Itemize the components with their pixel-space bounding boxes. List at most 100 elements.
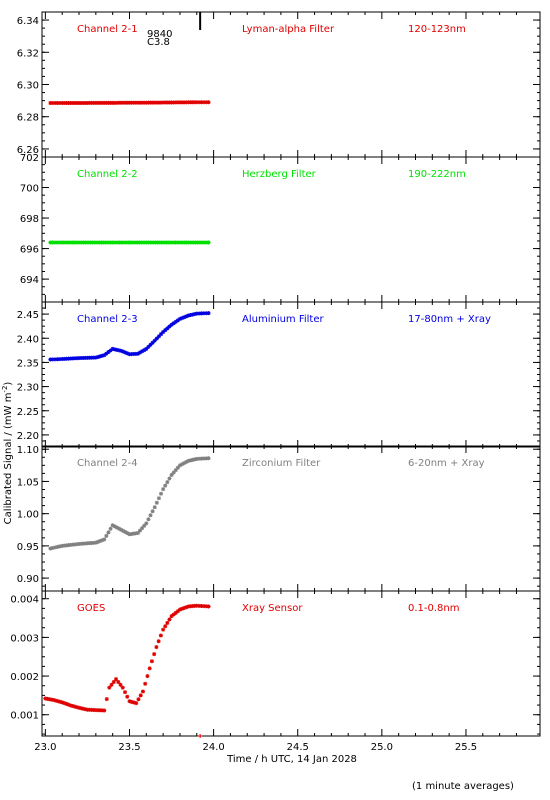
- data-point: [112, 240, 117, 245]
- data-point: [98, 354, 103, 359]
- data-point: [127, 100, 132, 105]
- flare-region-label: 9840: [147, 29, 172, 40]
- x-tick-label: 23.5: [118, 742, 140, 753]
- data-point: [161, 487, 166, 492]
- data-point: [100, 708, 105, 713]
- data-point: [148, 100, 153, 105]
- data-point: [167, 617, 172, 622]
- data-point: [146, 517, 151, 522]
- data-point: [102, 100, 107, 105]
- filter-label: Zirconium Filter: [242, 458, 321, 469]
- data-point: [148, 513, 153, 518]
- data-point: [91, 100, 96, 105]
- filter-label: Lyman-alpha Filter: [242, 24, 335, 35]
- data-point: [177, 240, 182, 245]
- data-point: [175, 240, 180, 245]
- data-point: [140, 689, 145, 694]
- data-point: [193, 240, 198, 245]
- data-point: [169, 473, 174, 477]
- data-point: [112, 524, 117, 529]
- data-point: [146, 100, 151, 105]
- data-point: [72, 240, 77, 245]
- data-point: [85, 355, 90, 360]
- data-point: [177, 607, 182, 612]
- data-point: [95, 100, 100, 105]
- data-point: [119, 348, 124, 353]
- data-point: [110, 346, 115, 351]
- y-tick-label: 1.00: [17, 510, 39, 521]
- data-point: [188, 313, 193, 318]
- data-point: [59, 240, 64, 245]
- data-point: [156, 334, 161, 339]
- filter-label: Herzberg Filter: [242, 169, 317, 180]
- y-tick-label: 702: [20, 153, 39, 164]
- data-point: [128, 240, 133, 245]
- data-point: [201, 604, 206, 609]
- x-tick-label: 23.0: [34, 742, 56, 753]
- data-point: [131, 351, 136, 356]
- data-point: [145, 674, 150, 679]
- data-point: [58, 699, 63, 704]
- data-point: [188, 458, 193, 463]
- data-point: [133, 240, 138, 245]
- data-point: [152, 100, 157, 105]
- data-point: [95, 354, 100, 359]
- data-point: [124, 240, 129, 245]
- data-point: [57, 544, 62, 549]
- data-point: [161, 100, 166, 105]
- data-point: [186, 313, 191, 318]
- data-point: [194, 311, 199, 316]
- data-point: [110, 240, 115, 245]
- data-point: [206, 456, 211, 461]
- data-point: [171, 100, 176, 105]
- data-point: [94, 240, 99, 245]
- x-axis: 23.0 23.5 24.0 24.5 25.0 25.5: [34, 742, 477, 753]
- panel-frame: [41, 590, 541, 737]
- data-point: [182, 606, 187, 611]
- data-point: [79, 240, 84, 245]
- data-point: [116, 348, 121, 353]
- data-point: [77, 705, 82, 710]
- data-point: [53, 545, 58, 550]
- data-point: [173, 240, 178, 245]
- data-point: [74, 240, 79, 245]
- y-tick-label: 6.32: [17, 48, 39, 59]
- data-point: [81, 100, 86, 105]
- data-point: [83, 100, 88, 105]
- data-point: [72, 101, 77, 106]
- data-point: [154, 100, 159, 105]
- data-point: [169, 322, 174, 327]
- data-point: [150, 509, 155, 514]
- data-point: [60, 101, 65, 106]
- data-point: [166, 240, 171, 245]
- data-point: [70, 356, 75, 361]
- data-point: [184, 314, 189, 319]
- data-point: [83, 355, 88, 360]
- data-point: [180, 316, 185, 321]
- data-point: [70, 240, 75, 245]
- data-point: [142, 348, 147, 353]
- data-point: [188, 100, 193, 105]
- y-tick-label: 694: [20, 275, 39, 286]
- data-point: [184, 100, 189, 105]
- data-point: [177, 463, 182, 468]
- data-point: [182, 461, 187, 466]
- data-point: [89, 355, 94, 360]
- data-point: [160, 240, 165, 245]
- data-point: [49, 697, 54, 702]
- data-point: [133, 100, 138, 105]
- data-point: [144, 346, 149, 351]
- data-point: [140, 526, 145, 531]
- data-point: [50, 101, 55, 106]
- data-point: [43, 696, 48, 701]
- data-point: [150, 100, 155, 105]
- data-point: [171, 321, 176, 326]
- data-point: [70, 704, 75, 709]
- data-point: [108, 348, 113, 353]
- data-point: [121, 528, 126, 533]
- data-point: [127, 699, 132, 704]
- panel-1: 6.26 6.28 6.30 6.32 6.34 Channel 2-1 Lyman-alp…: [17, 11, 541, 158]
- data-point: [64, 543, 69, 548]
- data-point: [131, 700, 136, 705]
- data-point: [206, 100, 211, 105]
